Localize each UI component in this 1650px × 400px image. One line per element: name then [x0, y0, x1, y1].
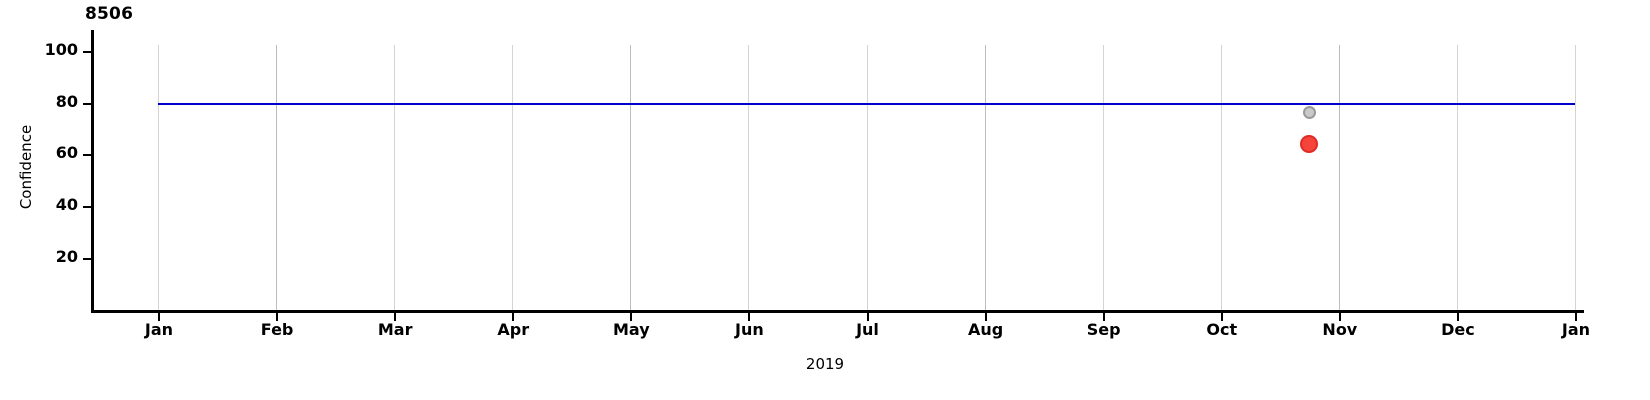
x-tick-12	[1575, 312, 1577, 321]
gridline-aug-7	[984, 45, 986, 310]
x-tick-label-oct-9: Oct	[1206, 320, 1238, 339]
x-axis-line	[91, 310, 1584, 313]
gridline-apr-3	[512, 45, 514, 310]
gridline-nov-10	[1338, 45, 1340, 310]
y-axis-title: Confidence	[17, 124, 35, 210]
x-tick-label-jun-5: Jun	[735, 320, 764, 339]
x-tick-8	[1102, 312, 1105, 321]
data-point-gray[interactable]	[1302, 106, 1316, 120]
x-tick-10	[1338, 312, 1341, 321]
x-tick-6	[866, 312, 869, 321]
x-axis-title: 2019	[805, 355, 845, 373]
gridline-sep-8	[1102, 45, 1104, 310]
x-tick-label-may-4: May	[613, 320, 650, 339]
y-tick-label-100: 100	[44, 39, 78, 59]
y-tick-label-60: 60	[55, 143, 78, 163]
y-tick-20	[83, 258, 92, 261]
y-tick-60	[83, 154, 92, 157]
threshold-line	[158, 102, 1575, 105]
y-tick-80	[83, 102, 92, 105]
x-tick-label-nov-10: Nov	[1322, 320, 1358, 339]
x-tick-label-dec-11: Dec	[1441, 320, 1475, 339]
y-tick-label-40: 40	[55, 195, 78, 215]
gridline-dec-11	[1456, 45, 1458, 310]
gridline-jun-5	[748, 45, 750, 310]
gridline-may-4	[630, 45, 632, 310]
data-point-red[interactable]	[1300, 135, 1319, 154]
x-tick-label-jan-12: Jan	[1561, 320, 1591, 339]
chart-title: 8506	[85, 4, 134, 24]
x-tick-11	[1456, 312, 1459, 321]
x-tick-7	[984, 312, 987, 321]
gridline-jan-0	[158, 45, 159, 310]
x-tick-label-sep-8: Sep	[1086, 320, 1121, 339]
gridline-jan-12	[1575, 45, 1576, 310]
x-tick-label-jan-0: Jan	[144, 320, 174, 339]
gridline-mar-2	[394, 45, 396, 310]
y-tick-label-20: 20	[55, 247, 78, 267]
x-tick-label-apr-3: Apr	[497, 320, 530, 339]
y-tick-40	[83, 206, 92, 209]
x-tick-4	[630, 312, 633, 321]
y-axis-line	[91, 30, 94, 312]
gridline-oct-9	[1220, 45, 1222, 310]
x-tick-5	[748, 312, 751, 321]
y-tick-label-80: 80	[55, 91, 78, 111]
x-tick-0	[158, 312, 160, 321]
x-tick-label-feb-1: Feb	[260, 320, 294, 339]
plot-area	[92, 30, 1584, 310]
y-tick-100	[83, 50, 92, 53]
gridline-feb-1	[276, 45, 278, 310]
x-tick-label-mar-2: Mar	[377, 320, 413, 339]
gridline-jul-6	[866, 45, 868, 310]
x-tick-2	[394, 312, 397, 321]
x-tick-3	[512, 312, 515, 321]
x-tick-label-aug-7: Aug	[967, 320, 1004, 339]
x-tick-9	[1220, 312, 1223, 321]
x-tick-1	[276, 312, 279, 321]
x-tick-label-jul-6: Jul	[856, 320, 879, 339]
